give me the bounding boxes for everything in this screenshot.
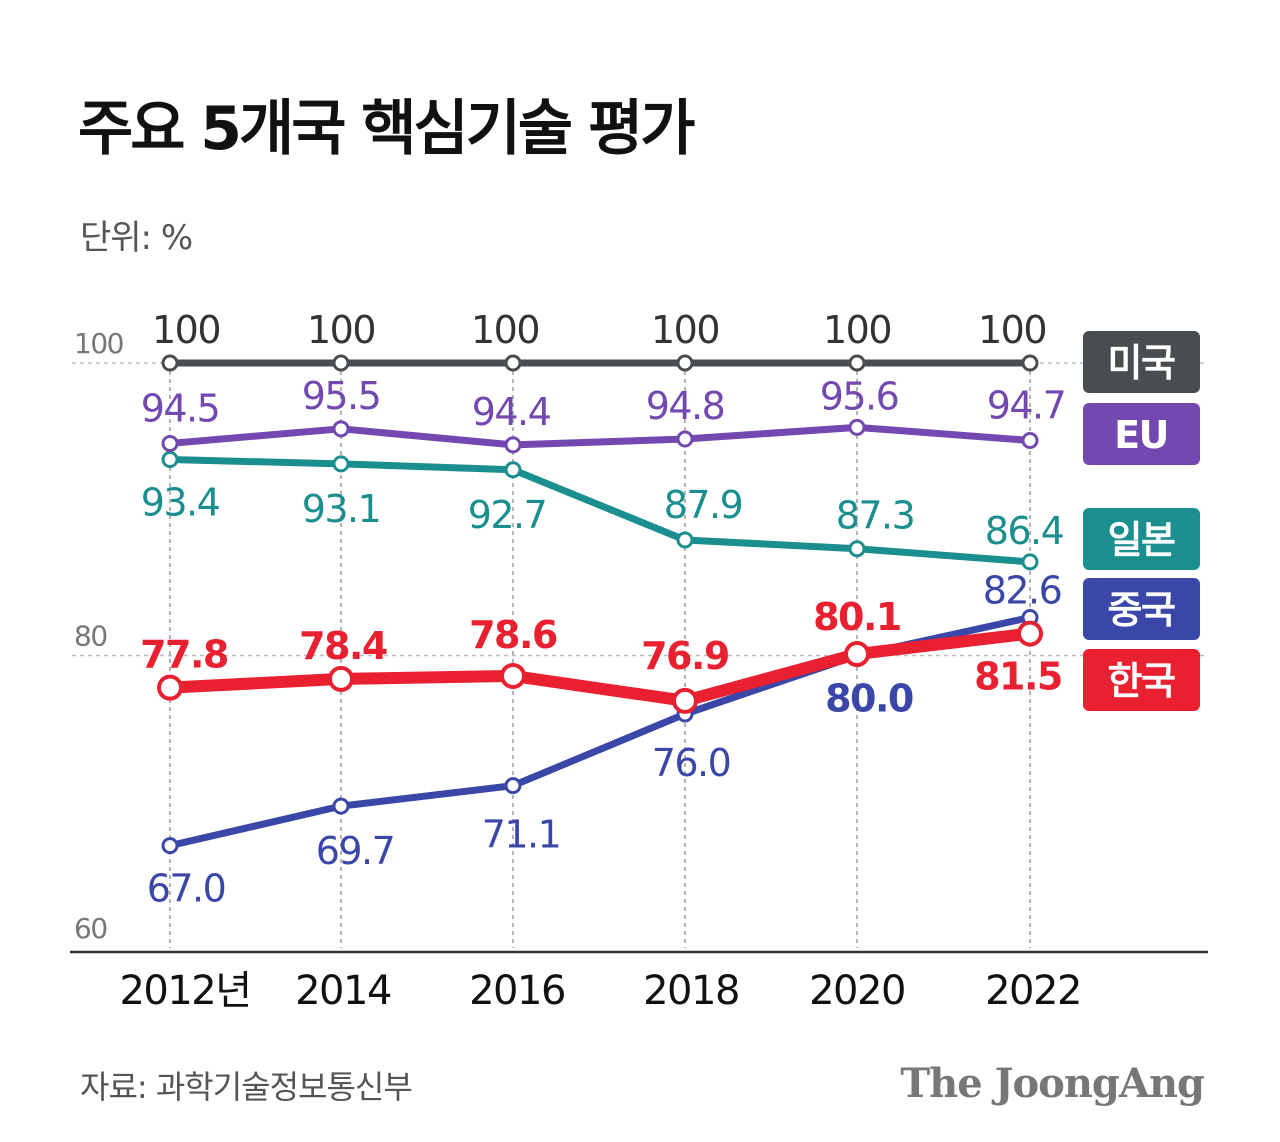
series-1-data-label-4: 95.6 bbox=[820, 374, 899, 418]
series-2-point-5 bbox=[1021, 553, 1039, 571]
series-3-data-label-0: 67.0 bbox=[147, 867, 226, 911]
series-4-point-1 bbox=[328, 665, 354, 692]
series-1-point-5 bbox=[1021, 432, 1039, 450]
legend-label-0: 미국 bbox=[1108, 341, 1175, 385]
series-0-point-0 bbox=[161, 354, 179, 372]
series-1-point-1 bbox=[332, 420, 350, 438]
series-1-data-label-0: 94.5 bbox=[141, 386, 220, 430]
series-3-data-label-2: 71.1 bbox=[482, 813, 561, 857]
series-1-point-3 bbox=[676, 430, 694, 448]
series-1-data-label-1: 95.5 bbox=[302, 374, 381, 418]
series-0-point-2 bbox=[504, 354, 522, 372]
series-2-line bbox=[166, 456, 1034, 566]
series-3-point-0 bbox=[161, 837, 179, 855]
legend-swatch-2 bbox=[1083, 508, 1200, 570]
series-4-data-label-4: 80.1 bbox=[813, 595, 901, 639]
series-2-point-2 bbox=[504, 461, 522, 479]
series-4-line bbox=[164, 627, 1036, 707]
publisher-logo: The JoongAng bbox=[900, 1060, 1205, 1107]
series-4-point-4 bbox=[844, 641, 870, 668]
series-4-data-label-2: 78.6 bbox=[469, 613, 557, 657]
series-2-point-4 bbox=[848, 540, 866, 558]
y-tick-label-100: 100 bbox=[74, 327, 123, 360]
series-2-point-0 bbox=[161, 451, 179, 469]
legend-label-2: 일본 bbox=[1108, 518, 1175, 562]
series-0-data-label-2: 100 bbox=[471, 308, 539, 352]
x-tick-label-2: 2016 bbox=[469, 968, 565, 1014]
source-note: 자료: 과학기술정보통신부 bbox=[80, 1068, 413, 1106]
series-3-data-label-4: 80.0 bbox=[825, 677, 913, 721]
x-tick-label-3: 2018 bbox=[643, 968, 739, 1014]
series-0-data-label-3: 100 bbox=[651, 308, 719, 352]
series-4-point-2 bbox=[500, 662, 526, 689]
series-2-data-label-5: 86.4 bbox=[985, 509, 1064, 553]
legend-label-4: 한국 bbox=[1108, 659, 1175, 703]
series-4-data-label-1: 78.4 bbox=[299, 624, 387, 668]
series-1-point-0 bbox=[161, 434, 179, 452]
legend-swatch-1 bbox=[1083, 403, 1200, 465]
series-3-data-label-3: 76.0 bbox=[652, 741, 731, 785]
series-2-point-1 bbox=[332, 455, 350, 473]
series-2-data-label-1: 93.1 bbox=[302, 487, 381, 531]
series-0-data-label-4: 100 bbox=[823, 308, 891, 352]
series-3-data-label-1: 69.7 bbox=[316, 829, 395, 873]
y-tick-label-60: 60 bbox=[74, 912, 107, 945]
series-0-data-label-5: 100 bbox=[978, 308, 1046, 352]
series-0-point-5 bbox=[1021, 354, 1039, 372]
x-tick-label-5: 2022 bbox=[985, 968, 1081, 1014]
chart-title: 주요 5개국 핵심기술 평가 bbox=[78, 94, 695, 164]
series-2-data-label-4: 87.3 bbox=[836, 494, 915, 538]
legend-label-1: EU bbox=[1114, 413, 1168, 457]
series-2-point-3 bbox=[676, 531, 694, 549]
series-4-data-label-0: 77.8 bbox=[140, 633, 228, 677]
series-1-data-label-2: 94.4 bbox=[472, 390, 551, 434]
series-1-data-label-5: 94.7 bbox=[987, 384, 1066, 428]
series-2-data-label-0: 93.4 bbox=[141, 481, 220, 525]
legend-swatch-4 bbox=[1083, 649, 1200, 711]
series-4-data-label-3: 76.9 bbox=[641, 634, 729, 678]
series-4-point-3 bbox=[672, 687, 698, 714]
series-0-point-3 bbox=[676, 354, 694, 372]
series-3-point-1 bbox=[332, 797, 350, 815]
series-4-point-0 bbox=[157, 674, 183, 701]
series-4-data-label-5: 81.5 bbox=[974, 655, 1062, 699]
x-tick-label-0: 2012년 bbox=[119, 968, 250, 1014]
legend-swatch-3 bbox=[1083, 578, 1200, 640]
x-tick-label-4: 2020 bbox=[809, 968, 905, 1014]
series-1-point-4 bbox=[848, 418, 866, 436]
series-3-point-2 bbox=[504, 777, 522, 795]
series-1-data-label-3: 94.8 bbox=[646, 384, 725, 428]
y-tick-label-80: 80 bbox=[74, 620, 107, 653]
series-2-data-label-3: 87.9 bbox=[664, 483, 743, 527]
series-2-data-label-2: 92.7 bbox=[468, 493, 547, 537]
unit-label: 단위: % bbox=[80, 218, 193, 258]
legend-label-3: 중국 bbox=[1108, 588, 1175, 632]
x-tick-label-1: 2014 bbox=[295, 968, 391, 1014]
series-1-line bbox=[166, 423, 1034, 449]
series-4-point-5 bbox=[1017, 620, 1043, 647]
series-3-data-label-5: 82.6 bbox=[983, 568, 1062, 612]
series-0-point-4 bbox=[848, 354, 866, 372]
legend-swatch-0 bbox=[1083, 331, 1200, 393]
series-1-point-2 bbox=[504, 436, 522, 454]
series-0-point-1 bbox=[332, 354, 350, 372]
series-0-data-label-0: 100 bbox=[152, 308, 220, 352]
series-0-data-label-1: 100 bbox=[307, 308, 375, 352]
